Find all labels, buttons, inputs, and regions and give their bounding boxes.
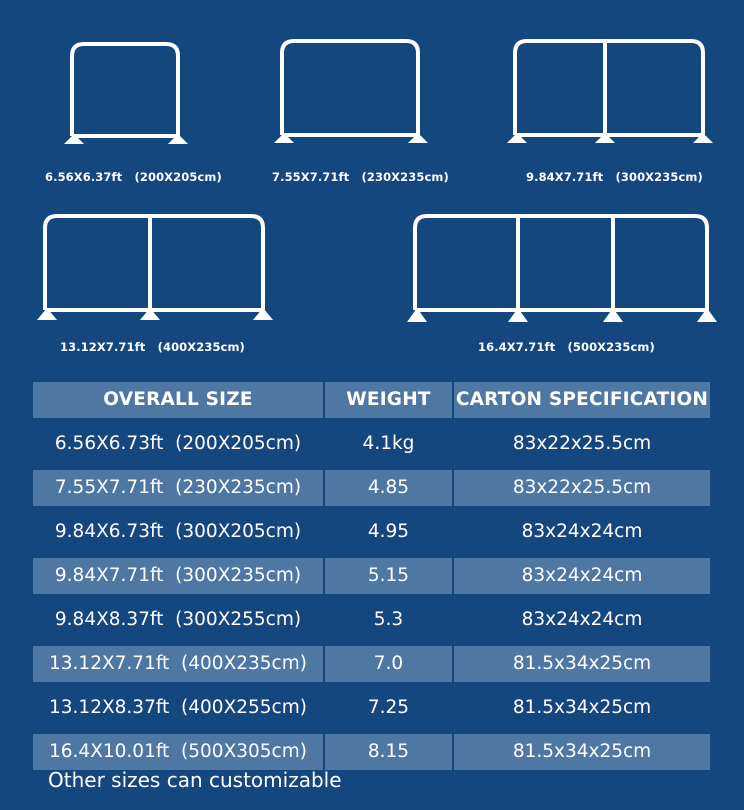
table-header-row: OVERALL SIZE WEIGHT CARTON SPECIFICATION — [33, 382, 710, 418]
weight-cell: 4.1kg — [362, 433, 415, 454]
size-cell: 6.56X6.73ft (200X205cm) — [54, 433, 302, 454]
carton-cell: 83x24x24cm — [521, 521, 643, 542]
table-row: 6.56X6.73ft (200X205cm) 4.1kg 83x22x25.5… — [33, 426, 710, 462]
spec-table: OVERALL SIZE WEIGHT CARTON SPECIFICATION… — [33, 382, 710, 778]
weight-cell: 4.85 — [325, 470, 452, 506]
size-cell: 16.4X10.01ft (500X305cm) — [33, 734, 323, 770]
frame-caption-1: 6.56X6.37ft (200X205cm) — [45, 170, 222, 184]
header-carton-specification: CARTON SPECIFICATION — [454, 382, 710, 418]
table-row: 13.12X7.71ft (400X235cm) 7.0 81.5x34x25c… — [33, 646, 710, 682]
table-row: 13.12X8.37ft (400X255cm) 7.25 81.5x34x25… — [33, 690, 710, 726]
carton-cell: 83x22x25.5cm — [454, 470, 710, 506]
table-row: 9.84X7.71ft (300X235cm) 5.15 83x24x24cm — [33, 558, 710, 594]
header-weight: WEIGHT — [325, 382, 452, 418]
frame-illustration-300x235 — [507, 39, 713, 143]
weight-cell: 8.15 — [325, 734, 452, 770]
weight-cell: 4.95 — [367, 521, 410, 542]
table-row: 9.84X8.37ft (300X255cm) 5.3 83x24x24cm — [33, 602, 710, 638]
size-cell: 9.84X6.73ft (300X205cm) — [54, 521, 302, 542]
customization-note: Other sizes can customizable — [48, 768, 342, 792]
size-cell: 13.12X8.37ft (400X255cm) — [49, 697, 307, 718]
table-row: 16.4X10.01ft (500X305cm) 8.15 81.5x34x25… — [33, 734, 710, 770]
weight-cell: 5.3 — [373, 609, 404, 630]
header-overall-size: OVERALL SIZE — [33, 382, 323, 418]
carton-cell: 83x22x25.5cm — [512, 433, 652, 454]
size-cell: 7.55X7.71ft (230X235cm) — [33, 470, 323, 506]
frame-illustration-400x235 — [37, 214, 273, 320]
weight-cell: 7.0 — [325, 646, 452, 682]
carton-cell: 81.5x34x25cm — [454, 734, 710, 770]
frame-caption-2: 7.55X7.71ft (230X235cm) — [272, 170, 449, 184]
size-cell: 13.12X7.71ft (400X235cm) — [33, 646, 323, 682]
carton-cell: 83x24x24cm — [521, 609, 643, 630]
table-row: 9.84X6.73ft (300X205cm) 4.95 83x24x24cm — [33, 514, 710, 550]
frame-illustration-200x205 — [64, 42, 188, 144]
size-cell: 9.84X8.37ft (300X255cm) — [54, 609, 302, 630]
carton-cell: 81.5x34x25cm — [512, 697, 652, 718]
carton-cell: 81.5x34x25cm — [454, 646, 710, 682]
size-cell: 9.84X7.71ft (300X235cm) — [33, 558, 323, 594]
frame-caption-4: 13.12X7.71ft (400X235cm) — [60, 340, 245, 354]
frame-caption-3: 9.84X7.71ft (300X235cm) — [526, 170, 703, 184]
frame-gallery: 6.56X6.37ft (200X205cm) 7.55X7.71ft (230… — [0, 0, 744, 370]
table-row: 7.55X7.71ft (230X235cm) 4.85 83x22x25.5c… — [33, 470, 710, 506]
carton-cell: 83x24x24cm — [454, 558, 710, 594]
frame-caption-5: 16.4X7.71ft (500X235cm) — [478, 340, 655, 354]
weight-cell: 7.25 — [367, 697, 410, 718]
frame-illustration-230x235 — [274, 39, 428, 143]
weight-cell: 5.15 — [325, 558, 452, 594]
frame-illustration-500x235 — [407, 214, 717, 322]
